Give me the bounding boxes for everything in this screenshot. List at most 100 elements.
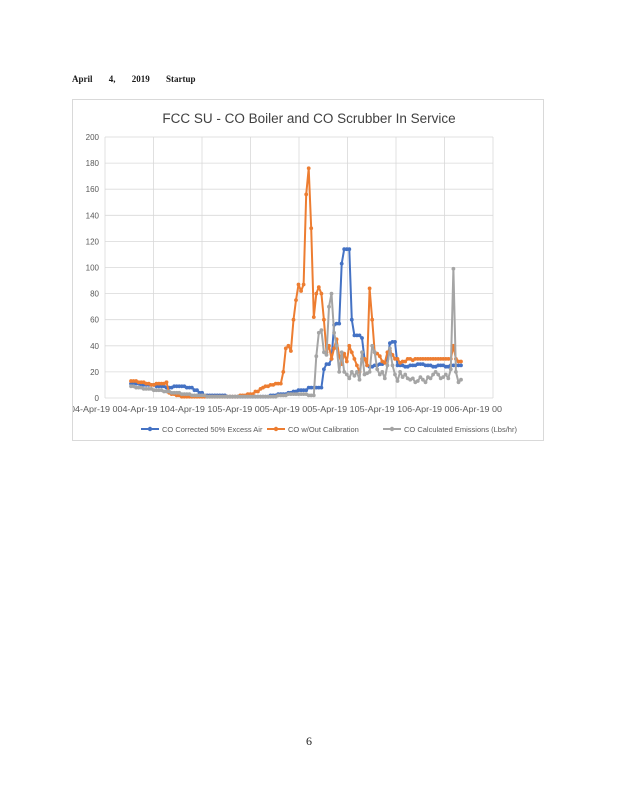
data-point: [421, 377, 425, 382]
y-tick-label: 0: [95, 394, 100, 403]
data-point: [370, 317, 375, 322]
data-point: [332, 330, 336, 335]
heading-year: 2019: [131, 74, 150, 84]
data-point: [352, 373, 357, 378]
data-point: [164, 380, 169, 385]
data-point: [332, 346, 336, 351]
data-point: [311, 315, 316, 319]
data-point: [408, 363, 413, 368]
data-point: [322, 367, 326, 372]
data-point: [423, 380, 428, 385]
data-point: [355, 370, 359, 374]
data-point: [195, 388, 199, 393]
data-point: [309, 226, 314, 231]
data-point: [398, 370, 402, 374]
legend-label: CO w/Out Calibration: [288, 425, 359, 434]
data-point: [382, 360, 387, 365]
data-point: [377, 354, 382, 359]
chart-container: FCC SU - CO Boiler and CO Scrubber In Se…: [72, 99, 544, 441]
series-line: [131, 248, 461, 398]
data-point: [433, 370, 438, 374]
data-point: [393, 340, 397, 344]
page-number: 6: [306, 734, 312, 748]
data-point: [337, 321, 342, 326]
data-point: [296, 282, 301, 287]
data-point: [316, 285, 321, 289]
data-point: [256, 389, 260, 394]
data-point: [349, 350, 354, 355]
data-point: [329, 357, 334, 361]
data-point: [334, 321, 339, 326]
data-point: [334, 343, 339, 348]
data-point: [451, 266, 456, 271]
data-point: [337, 370, 342, 374]
data-point: [418, 375, 423, 379]
data-point: [347, 376, 352, 381]
data-point: [372, 350, 377, 355]
data-point: [268, 383, 273, 387]
data-point: [157, 384, 161, 389]
data-point: [441, 375, 446, 379]
data-point: [360, 350, 364, 355]
data-point: [289, 349, 293, 353]
data-point: [309, 393, 314, 398]
y-tick-label: 80: [90, 290, 99, 299]
y-tick-label: 200: [86, 133, 100, 142]
y-axis-ticks: 0 20 40 60 80 100 120 140 160 180 200: [86, 133, 100, 403]
data-point: [360, 336, 364, 340]
data-point: [367, 370, 372, 374]
data-point: [428, 357, 433, 361]
data-point: [291, 317, 296, 322]
data-point: [385, 363, 390, 368]
data-point: [243, 394, 248, 399]
data-point: [197, 393, 202, 398]
data-point: [456, 380, 461, 385]
data-point: [151, 388, 156, 393]
y-tick-label: 120: [86, 237, 100, 246]
data-point: [184, 385, 189, 390]
y-tick-label: 20: [90, 368, 99, 377]
data-point: [395, 363, 400, 368]
data-point: [200, 390, 204, 395]
data-point: [278, 381, 283, 386]
series-3: [129, 266, 463, 399]
data-point: [375, 367, 380, 372]
data-point: [403, 372, 408, 377]
data-point: [276, 393, 281, 398]
y-tick-label: 160: [86, 185, 100, 194]
data-point: [446, 376, 451, 381]
data-point: [319, 385, 324, 390]
data-point: [157, 381, 161, 386]
data-point: [184, 392, 189, 396]
data-point: [459, 377, 463, 382]
data-point: [367, 286, 372, 291]
y-tick-label: 60: [90, 316, 99, 325]
data-point: [342, 370, 347, 374]
data-point: [281, 370, 286, 374]
data-point: [459, 359, 463, 364]
data-point: [217, 394, 222, 399]
data-point: [316, 330, 321, 335]
data-point: [190, 393, 194, 398]
grid-lines: [104, 136, 494, 399]
data-point: [357, 377, 362, 382]
data-point: [400, 359, 405, 364]
data-point: [263, 394, 268, 399]
data-point: [296, 392, 301, 396]
data-point: [301, 388, 306, 393]
data-point: [365, 363, 369, 368]
data-point: [177, 384, 182, 389]
data-point: [319, 291, 324, 296]
heading-month: April: [72, 74, 93, 84]
data-point: [403, 359, 408, 364]
data-point: [289, 392, 293, 396]
data-point: [382, 376, 387, 381]
data-point: [349, 370, 354, 374]
data-point: [329, 291, 334, 296]
data-point: [421, 357, 425, 361]
data-point: [276, 381, 281, 386]
y-tick-label: 180: [86, 159, 100, 168]
data-point: [395, 379, 400, 383]
legend-label: CO Corrected 50% Excess Air: [162, 425, 263, 434]
data-point: [431, 372, 435, 377]
